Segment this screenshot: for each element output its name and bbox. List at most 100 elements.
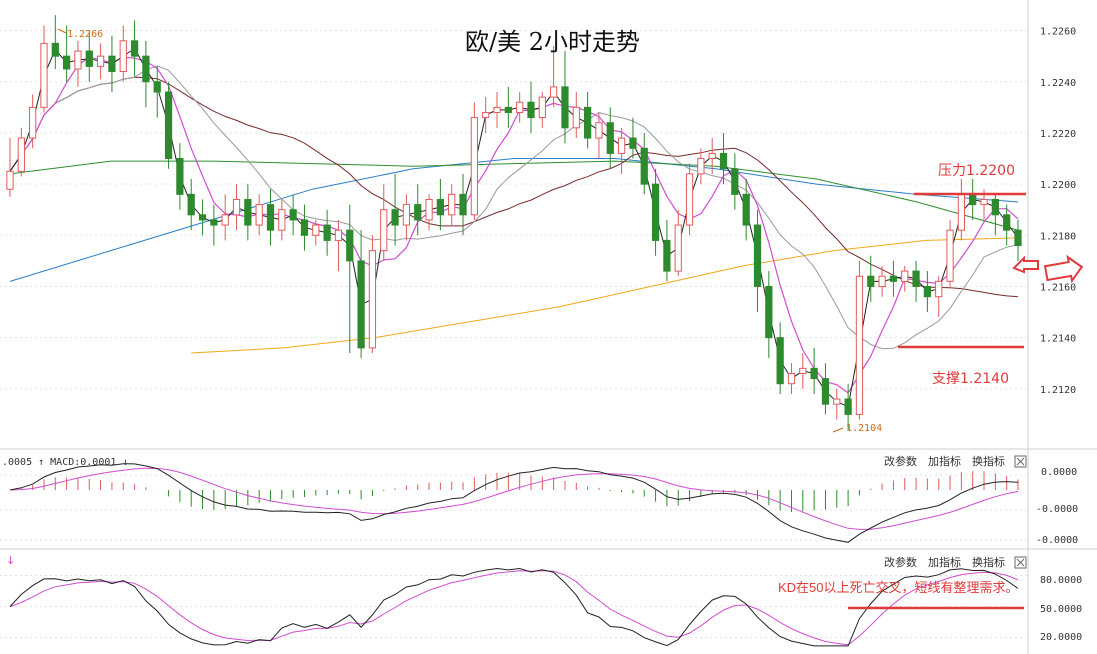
candle (685, 163, 694, 236)
candle (391, 173, 399, 246)
candle (935, 276, 943, 318)
candle (448, 184, 456, 226)
candle (289, 194, 297, 236)
kd-annotation: KD在50以上死亡交叉，短线有整理需求。 (778, 580, 1019, 595)
candle (617, 127, 626, 174)
kd-panel (0, 567, 1028, 647)
candle (130, 20, 139, 77)
candle (266, 189, 275, 246)
candle (96, 43, 105, 80)
candle (844, 383, 852, 430)
kd-d-line (9, 570, 1019, 646)
kd-legend: ↓ (6, 554, 15, 567)
ma-magenta-line (9, 56, 1019, 394)
candle (799, 353, 807, 389)
candle (504, 86, 512, 128)
low-marker (832, 427, 844, 433)
candle (187, 179, 195, 231)
candle (470, 102, 478, 220)
kd-edit-params-button[interactable]: 改参数 (884, 555, 917, 569)
candle (312, 219, 320, 246)
candle (584, 92, 592, 149)
candle (991, 194, 999, 236)
macd-switch-indicator-button[interactable]: 换指标 (972, 454, 1005, 468)
candle (108, 35, 116, 92)
kd-tick-0: 80.0000 (1040, 575, 1082, 586)
resistance-label: 压力1.2200 (938, 163, 1015, 179)
price-tick: 1.2200 (1040, 180, 1076, 191)
high-marker (57, 28, 67, 34)
macd-close-icon[interactable] (1014, 455, 1027, 468)
candle (221, 194, 229, 241)
kd-k-line (9, 567, 1019, 647)
high-annotation: 1.2266 (67, 29, 103, 40)
kd-tick-2: 20.0000 (1040, 632, 1082, 643)
candle (527, 81, 535, 133)
candle (198, 199, 207, 236)
kd-switch-indicator-button[interactable]: 换指标 (972, 555, 1005, 569)
candle (516, 92, 524, 123)
candle (923, 271, 932, 313)
price-axis: 1.2260 1.2240 1.2220 1.2200 1.2180 1.2160 1.21… (1040, 27, 1076, 396)
candle (380, 184, 388, 261)
candle (821, 363, 830, 415)
candle (651, 168, 660, 256)
candle (742, 179, 750, 241)
candle (414, 184, 422, 236)
candle (878, 266, 886, 297)
candle (255, 194, 263, 236)
kd-add-indicator-button[interactable]: 加指标 (928, 555, 961, 569)
moving-averages (9, 47, 1019, 408)
candle (119, 25, 127, 82)
price-tick: 1.2140 (1040, 334, 1076, 345)
candle (459, 173, 467, 236)
candle (663, 219, 671, 282)
direction-arrows-icon (1012, 254, 1084, 284)
candle (6, 138, 14, 197)
price-tick: 1.2220 (1040, 129, 1076, 140)
candle (1014, 219, 1022, 261)
kd-close-icon[interactable] (1014, 556, 1027, 569)
candle (776, 322, 784, 394)
macd-tick-0: 0.0000 (1041, 467, 1077, 478)
candle (561, 51, 569, 144)
macd-add-indicator-button[interactable]: 加指标 (928, 454, 961, 468)
macd-edit-params-button[interactable]: 改参数 (884, 454, 917, 468)
candle (493, 92, 501, 128)
candle (765, 271, 773, 359)
candle (402, 194, 411, 241)
candle (232, 184, 241, 231)
candle (17, 127, 25, 177)
candle (74, 40, 82, 87)
low-annotation: 1.2104 (846, 423, 882, 434)
candles (6, 15, 1022, 430)
candle (787, 363, 796, 394)
candle (810, 347, 818, 394)
candle (901, 266, 909, 292)
price-tick: 1.2240 (1040, 78, 1076, 89)
candle (300, 204, 309, 251)
candle (833, 388, 841, 420)
candle (368, 235, 377, 353)
chart-title: 欧/美 2小时走势 (465, 28, 640, 56)
candle (674, 209, 682, 277)
macd-tick-2: -0.0000 (1036, 535, 1078, 546)
candle (85, 30, 93, 82)
ma-black-line (9, 47, 1019, 408)
macd-panel (0, 463, 1028, 543)
candle (606, 107, 614, 169)
candle (142, 40, 150, 108)
candle (629, 117, 637, 159)
price-tick: 1.2180 (1040, 231, 1076, 242)
candle (29, 94, 37, 149)
candle (946, 219, 954, 287)
candle (719, 132, 728, 185)
ma-gray-line (9, 65, 1019, 350)
ma-orange-line (191, 237, 1019, 354)
macd-legend: .0005 ↑ MACD:0.0001 ↓ (2, 457, 128, 468)
candle (969, 179, 977, 220)
macd-dea-line (9, 467, 1019, 530)
candle (153, 66, 161, 118)
ma-green-line (9, 160, 1019, 231)
ma-blue-line (9, 158, 1019, 282)
